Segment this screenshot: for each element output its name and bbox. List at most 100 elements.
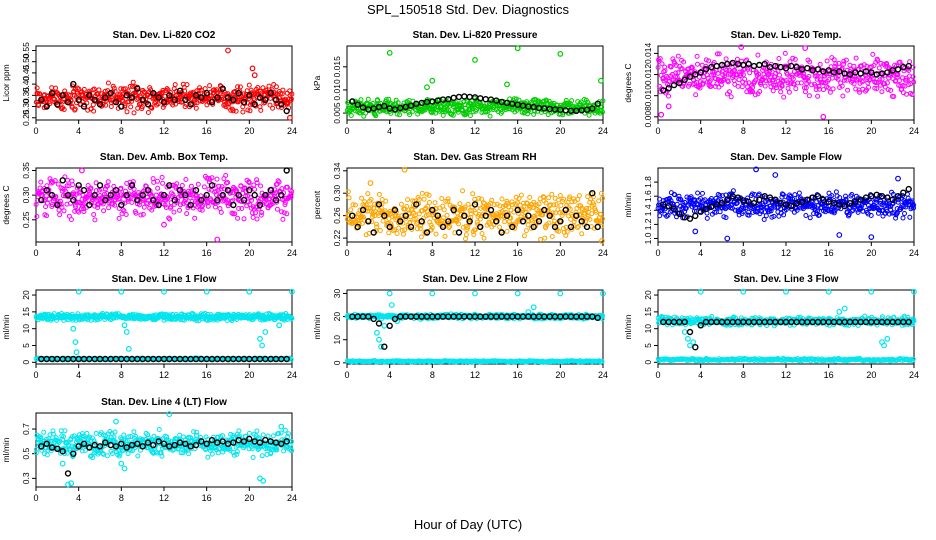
hourly-point [43, 186, 50, 194]
outlier-point [472, 57, 478, 63]
data-point [874, 86, 880, 92]
x-tick-label: 20 [866, 248, 876, 258]
data-point [564, 229, 570, 235]
data-point [467, 113, 473, 119]
data-point [443, 109, 449, 115]
data-point [414, 226, 420, 232]
data-point [768, 208, 774, 214]
data-point [514, 200, 520, 206]
data-point [814, 76, 820, 82]
data-point [515, 210, 521, 216]
data-point [350, 202, 356, 208]
hourly-point [203, 89, 210, 97]
data-point [140, 198, 146, 203]
data-point [813, 83, 819, 89]
data-point [882, 84, 888, 90]
data-point [419, 208, 425, 214]
hourly-point [256, 201, 264, 209]
x-tick-label: 0 [33, 126, 38, 136]
hourly-point [820, 196, 827, 203]
hourly-point [160, 191, 168, 199]
hourly-point [230, 96, 237, 104]
hourly-point [59, 92, 66, 99]
hourly-point [567, 223, 575, 231]
data-point [523, 228, 529, 234]
hourly-point [171, 96, 178, 104]
data-point [695, 190, 701, 196]
data-point [254, 180, 260, 186]
data-point [889, 210, 895, 216]
hourly-point [182, 191, 189, 199]
x-tick-label: 12 [781, 248, 791, 258]
data-point [730, 188, 736, 194]
data-point [504, 228, 510, 234]
data-point [144, 100, 150, 106]
hourly-point [43, 103, 50, 110]
hourly-point [519, 218, 527, 225]
data-point [282, 202, 288, 208]
data-point [462, 204, 468, 210]
hourly-point [150, 196, 157, 204]
outlier-point [514, 290, 521, 297]
y-tick-label: 0 [21, 360, 31, 365]
data-point [209, 175, 215, 181]
data-point [289, 91, 295, 97]
data-point [888, 87, 894, 93]
data-point [101, 208, 107, 214]
x-tick-label: 24 [598, 248, 608, 258]
data-point [195, 181, 201, 187]
hourly-point [407, 223, 415, 231]
data-point [558, 203, 564, 208]
data-point [445, 198, 451, 204]
hourly-point [482, 95, 489, 103]
hourly-point [349, 212, 356, 219]
data-point [792, 56, 798, 62]
y-tick-label: 0.30 [21, 98, 31, 115]
x-tick-label: 8 [741, 248, 746, 258]
data-point [138, 212, 144, 218]
data-point [233, 108, 239, 114]
outlier-point [895, 175, 901, 182]
data-point [849, 192, 855, 197]
data-point [593, 209, 599, 215]
x-tick-label: 8 [119, 126, 124, 136]
data-point [702, 197, 708, 203]
data-point [847, 62, 853, 68]
hourly-point [498, 229, 505, 236]
data-point [655, 65, 661, 70]
data-point [159, 174, 165, 180]
hourly-point [144, 186, 152, 194]
data-point [469, 208, 475, 214]
outlier-point [214, 236, 221, 243]
data-point [893, 215, 899, 221]
data-point [672, 192, 678, 198]
x-tick-label: 4 [76, 370, 81, 380]
x-tick-label: 4 [387, 126, 392, 136]
hourly-point [455, 229, 463, 236]
data-point [540, 212, 546, 218]
hourly-point [214, 94, 221, 101]
y-tick-label: 15 [21, 307, 31, 317]
hourly-point [734, 194, 742, 201]
data-point [68, 217, 74, 223]
data-point [659, 86, 665, 92]
outlier-point [692, 228, 699, 235]
data-point [404, 204, 410, 209]
outlier-point [249, 65, 256, 72]
data-point [864, 63, 870, 69]
data-point [460, 188, 466, 194]
data-point [657, 213, 663, 219]
data-point [105, 179, 111, 185]
hourly-point [54, 101, 61, 108]
data-point [235, 84, 241, 90]
data-point [855, 76, 861, 82]
data-point [190, 192, 196, 198]
x-tick-label: 24 [287, 370, 297, 380]
x-tick-label: 24 [909, 126, 919, 136]
data-point [196, 88, 202, 94]
data-point [849, 208, 855, 214]
x-tick-label: 16 [513, 248, 523, 258]
data-point [479, 231, 485, 236]
data-point [374, 221, 379, 227]
